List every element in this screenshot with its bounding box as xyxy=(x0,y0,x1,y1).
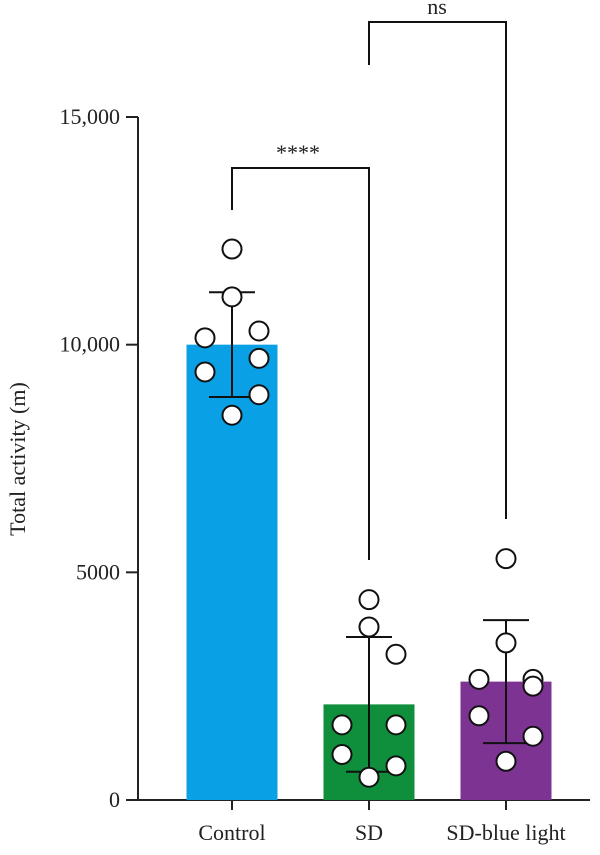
data-point xyxy=(248,384,270,406)
data-point xyxy=(358,766,380,788)
y-tick-label: 15,000 xyxy=(60,104,121,129)
y-axis-title: Total activity (m) xyxy=(5,382,30,536)
data-point xyxy=(358,589,380,611)
data-point xyxy=(385,755,407,777)
data-point xyxy=(495,548,517,570)
data-point xyxy=(522,675,544,697)
data-point xyxy=(495,632,517,654)
data-point xyxy=(358,616,380,638)
data-point xyxy=(522,725,544,747)
data-point xyxy=(221,238,243,260)
y-tick-label: 10,000 xyxy=(60,332,121,357)
y-tick-label: 0 xyxy=(109,787,120,812)
data-point xyxy=(248,320,270,342)
data-point xyxy=(385,714,407,736)
axes-group: 0 5000 10,000 15,000 Control SD SD-blue light xyxy=(60,104,590,845)
significance-label: ns xyxy=(427,0,447,19)
data-point xyxy=(468,705,490,727)
significance-group: **** ns xyxy=(231,0,507,560)
data-point xyxy=(248,347,270,369)
data-point xyxy=(331,743,353,765)
significance-bracket xyxy=(368,21,507,519)
x-tick-label: SD-blue light xyxy=(446,820,565,845)
data-point xyxy=(221,404,243,426)
data-point xyxy=(194,361,216,383)
significance-bracket xyxy=(231,167,370,560)
data-point xyxy=(385,643,407,665)
x-tick-label: Control xyxy=(198,820,265,845)
y-tick-label: 5000 xyxy=(76,559,120,584)
significance-label: **** xyxy=(276,140,320,165)
x-tick-label: SD xyxy=(355,820,383,845)
data-point xyxy=(495,750,517,772)
data-point xyxy=(468,668,490,690)
data-point xyxy=(331,714,353,736)
data-point xyxy=(221,286,243,308)
data-points-group xyxy=(194,238,544,788)
data-point xyxy=(194,327,216,349)
